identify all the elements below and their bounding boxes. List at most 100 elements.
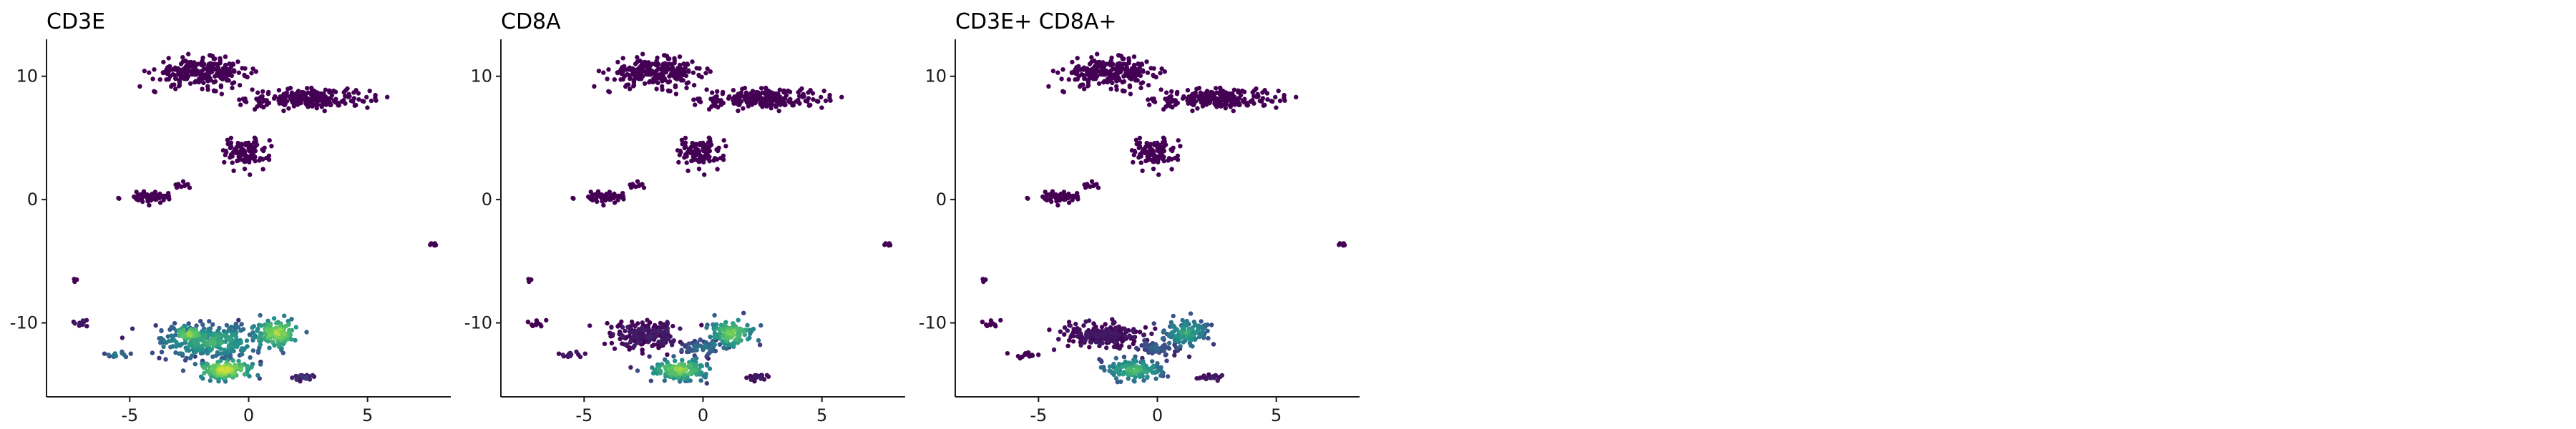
data-point — [667, 79, 673, 84]
data-point — [1169, 167, 1174, 172]
data-point — [1121, 372, 1126, 377]
x-tick-label: 0 — [1152, 405, 1163, 425]
data-point — [250, 87, 255, 92]
data-point — [721, 153, 726, 159]
data-point — [1135, 78, 1140, 83]
data-point — [1153, 376, 1158, 381]
data-point — [1138, 85, 1143, 91]
data-point — [1098, 365, 1104, 370]
data-point — [683, 344, 688, 349]
data-point — [698, 153, 703, 158]
data-point — [1273, 94, 1278, 100]
data-point — [198, 374, 204, 379]
data-point — [623, 328, 628, 334]
data-point — [271, 316, 277, 321]
data-point — [1148, 147, 1153, 152]
data-point — [200, 322, 205, 327]
data-point — [1129, 75, 1134, 80]
data-point — [1231, 87, 1237, 92]
data-point — [173, 350, 178, 355]
data-point — [1160, 336, 1166, 341]
data-point — [197, 79, 203, 84]
data-point — [134, 189, 139, 194]
data-point — [1148, 66, 1153, 71]
panel-cd3e: CD3E -5 0 5 -10 0 10 — [0, 0, 458, 429]
data-point — [683, 73, 689, 79]
data-point — [223, 54, 228, 59]
data-point — [1228, 95, 1234, 101]
data-point — [633, 323, 638, 329]
data-point — [1108, 369, 1113, 374]
x-tick-label: 5 — [1271, 405, 1282, 425]
data-point — [250, 325, 255, 330]
data-point — [229, 73, 235, 79]
data-point — [1028, 353, 1033, 359]
data-point — [625, 72, 630, 77]
data-point — [234, 330, 239, 335]
data-point — [353, 102, 358, 108]
data-point — [625, 325, 630, 330]
data-point — [1088, 74, 1093, 79]
data-point — [173, 332, 178, 337]
data-point — [1206, 97, 1211, 102]
data-point — [1116, 332, 1122, 337]
data-point — [429, 241, 434, 246]
data-point — [635, 55, 640, 60]
data-point — [758, 375, 763, 380]
data-point — [723, 144, 728, 149]
data-point — [538, 322, 543, 327]
data-point — [787, 89, 793, 94]
data-point — [207, 331, 212, 337]
data-point — [279, 94, 284, 99]
data-point — [1137, 330, 1143, 335]
data-point — [686, 168, 691, 173]
data-point — [620, 71, 625, 77]
data-point — [654, 87, 659, 92]
data-point — [1199, 319, 1204, 324]
data-point — [1159, 369, 1164, 374]
data-point — [777, 87, 783, 92]
data-point — [286, 87, 291, 92]
data-point — [258, 94, 263, 100]
data-point — [237, 97, 242, 102]
data-point — [664, 61, 669, 67]
data-point — [333, 97, 338, 102]
data-point — [690, 59, 695, 64]
data-point — [1141, 149, 1146, 155]
data-point — [1085, 84, 1091, 89]
data-point — [1276, 88, 1281, 94]
data-point — [1169, 157, 1174, 162]
data-point — [1073, 321, 1078, 327]
data-point — [327, 96, 332, 101]
data-point — [208, 341, 214, 346]
data-point — [665, 67, 670, 72]
data-point — [190, 353, 195, 358]
data-point — [152, 67, 157, 72]
data-point — [187, 81, 193, 87]
data-point — [601, 202, 606, 208]
data-point — [1131, 341, 1136, 347]
data-point — [706, 140, 711, 145]
data-point — [696, 72, 701, 78]
data-point — [1109, 55, 1114, 61]
data-point — [1082, 76, 1087, 82]
data-point — [1214, 104, 1219, 109]
data-point — [647, 354, 652, 359]
data-point — [658, 72, 663, 77]
data-point — [1085, 332, 1091, 338]
data-point — [1066, 200, 1072, 205]
data-point — [620, 56, 625, 61]
data-point — [243, 99, 249, 104]
data-point — [588, 189, 593, 194]
data-point — [1164, 358, 1169, 363]
data-point — [710, 90, 715, 95]
data-point — [1165, 374, 1171, 379]
data-point — [356, 97, 361, 102]
data-point — [998, 317, 1003, 323]
data-point — [195, 342, 201, 347]
data-point — [1277, 98, 1283, 104]
data-point — [655, 80, 660, 86]
data-point — [1102, 368, 1107, 373]
data-point — [291, 104, 297, 109]
data-point — [222, 347, 227, 352]
